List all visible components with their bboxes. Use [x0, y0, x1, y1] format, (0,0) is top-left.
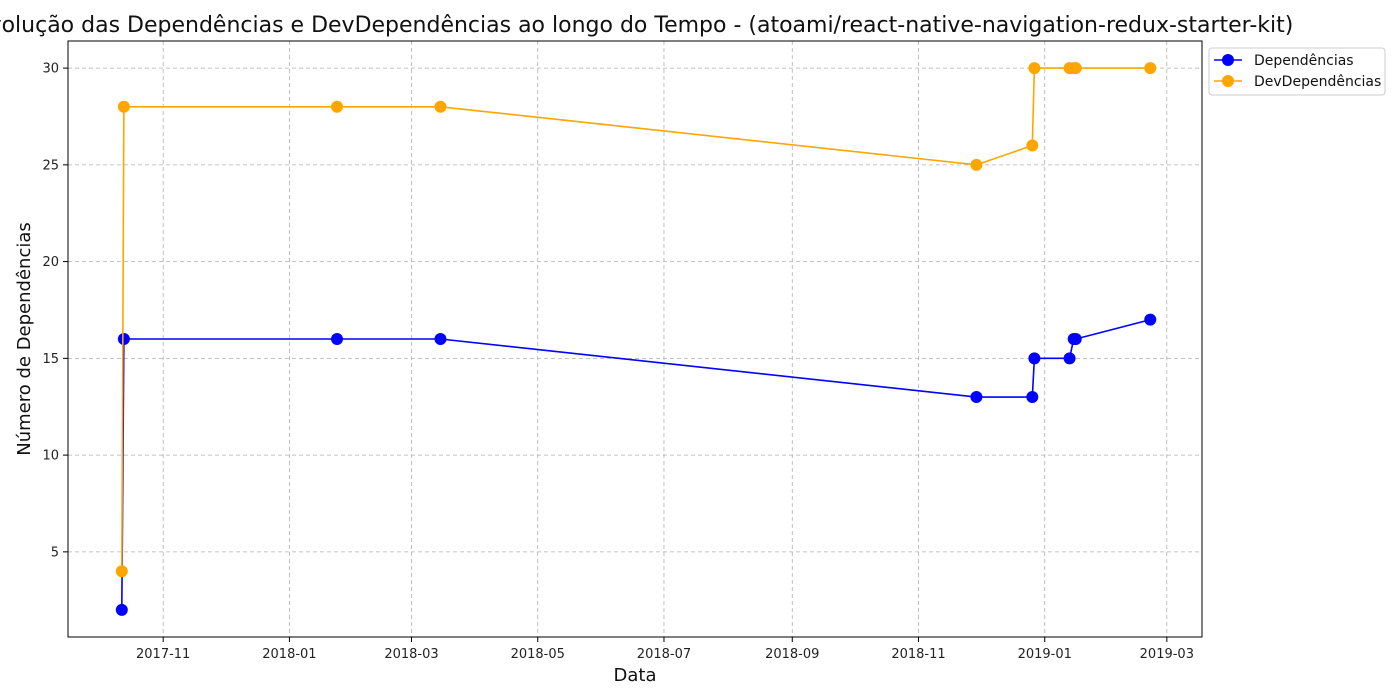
data-point [1026, 139, 1039, 152]
y-tick-label: 10 [42, 449, 59, 464]
data-point [434, 333, 447, 345]
data-point [117, 100, 130, 113]
grid [68, 41, 1202, 637]
series-layer [115, 62, 1157, 616]
legend-item: Dependências [1214, 53, 1354, 69]
data-point [1028, 62, 1041, 75]
y-axis-ticks: 5 10 15 20 25 30 [42, 62, 68, 560]
x-tick-label: 2019-01 [1018, 647, 1072, 662]
data-point [1069, 62, 1082, 75]
plot-frame [67, 40, 1203, 638]
legend: Dependências DevDependências [1208, 47, 1386, 96]
x-axis-ticks: 2017-11 2018-01 2018-03 2018-05 2018-07 2018-… [136, 637, 1194, 662]
legend-marker [1222, 75, 1234, 87]
x-tick-label: 2018-05 [511, 647, 565, 662]
x-tick-label: 2018-03 [384, 647, 438, 662]
legend-item: DevDependências [1214, 74, 1381, 90]
data-point [1144, 62, 1157, 75]
data-point [970, 391, 983, 404]
x-tick-label: 2018-11 [891, 647, 945, 662]
data-point [115, 603, 128, 616]
x-tick-label: 2018-07 [637, 647, 691, 662]
legend-label: Dependências [1254, 53, 1354, 69]
x-tick-label: 2018-01 [262, 647, 316, 662]
data-point [1026, 391, 1039, 404]
data-point [1069, 333, 1082, 345]
data-point [1144, 313, 1157, 326]
legend-label: DevDependências [1254, 74, 1381, 90]
x-tick-label: 2018-09 [765, 647, 819, 662]
legend-box [1208, 47, 1386, 96]
data-point [115, 565, 128, 578]
data-point [1028, 352, 1041, 365]
y-tick-label: 15 [42, 352, 59, 367]
data-point [117, 333, 130, 345]
series-2 [115, 62, 1157, 578]
y-tick-label: 5 [51, 545, 59, 560]
y-axis-label: Número de Dependências [14, 222, 35, 456]
data-point [331, 100, 344, 113]
legend-marker [1222, 54, 1234, 66]
data-point [434, 100, 447, 113]
data-point [970, 158, 983, 171]
axes [67, 40, 1203, 638]
y-tick-label: 20 [42, 255, 59, 270]
y-tick-label: 25 [42, 158, 59, 173]
x-axis-label: Data [614, 665, 657, 686]
x-tick-label: 2017-11 [136, 647, 190, 662]
data-point [331, 333, 344, 345]
series-1 [115, 313, 1157, 616]
chart-title: Evolução das Dependências e DevDependênc… [0, 13, 1293, 38]
data-point [1063, 352, 1076, 365]
y-tick-label: 30 [42, 62, 59, 77]
x-tick-label: 2019-03 [1140, 647, 1194, 662]
